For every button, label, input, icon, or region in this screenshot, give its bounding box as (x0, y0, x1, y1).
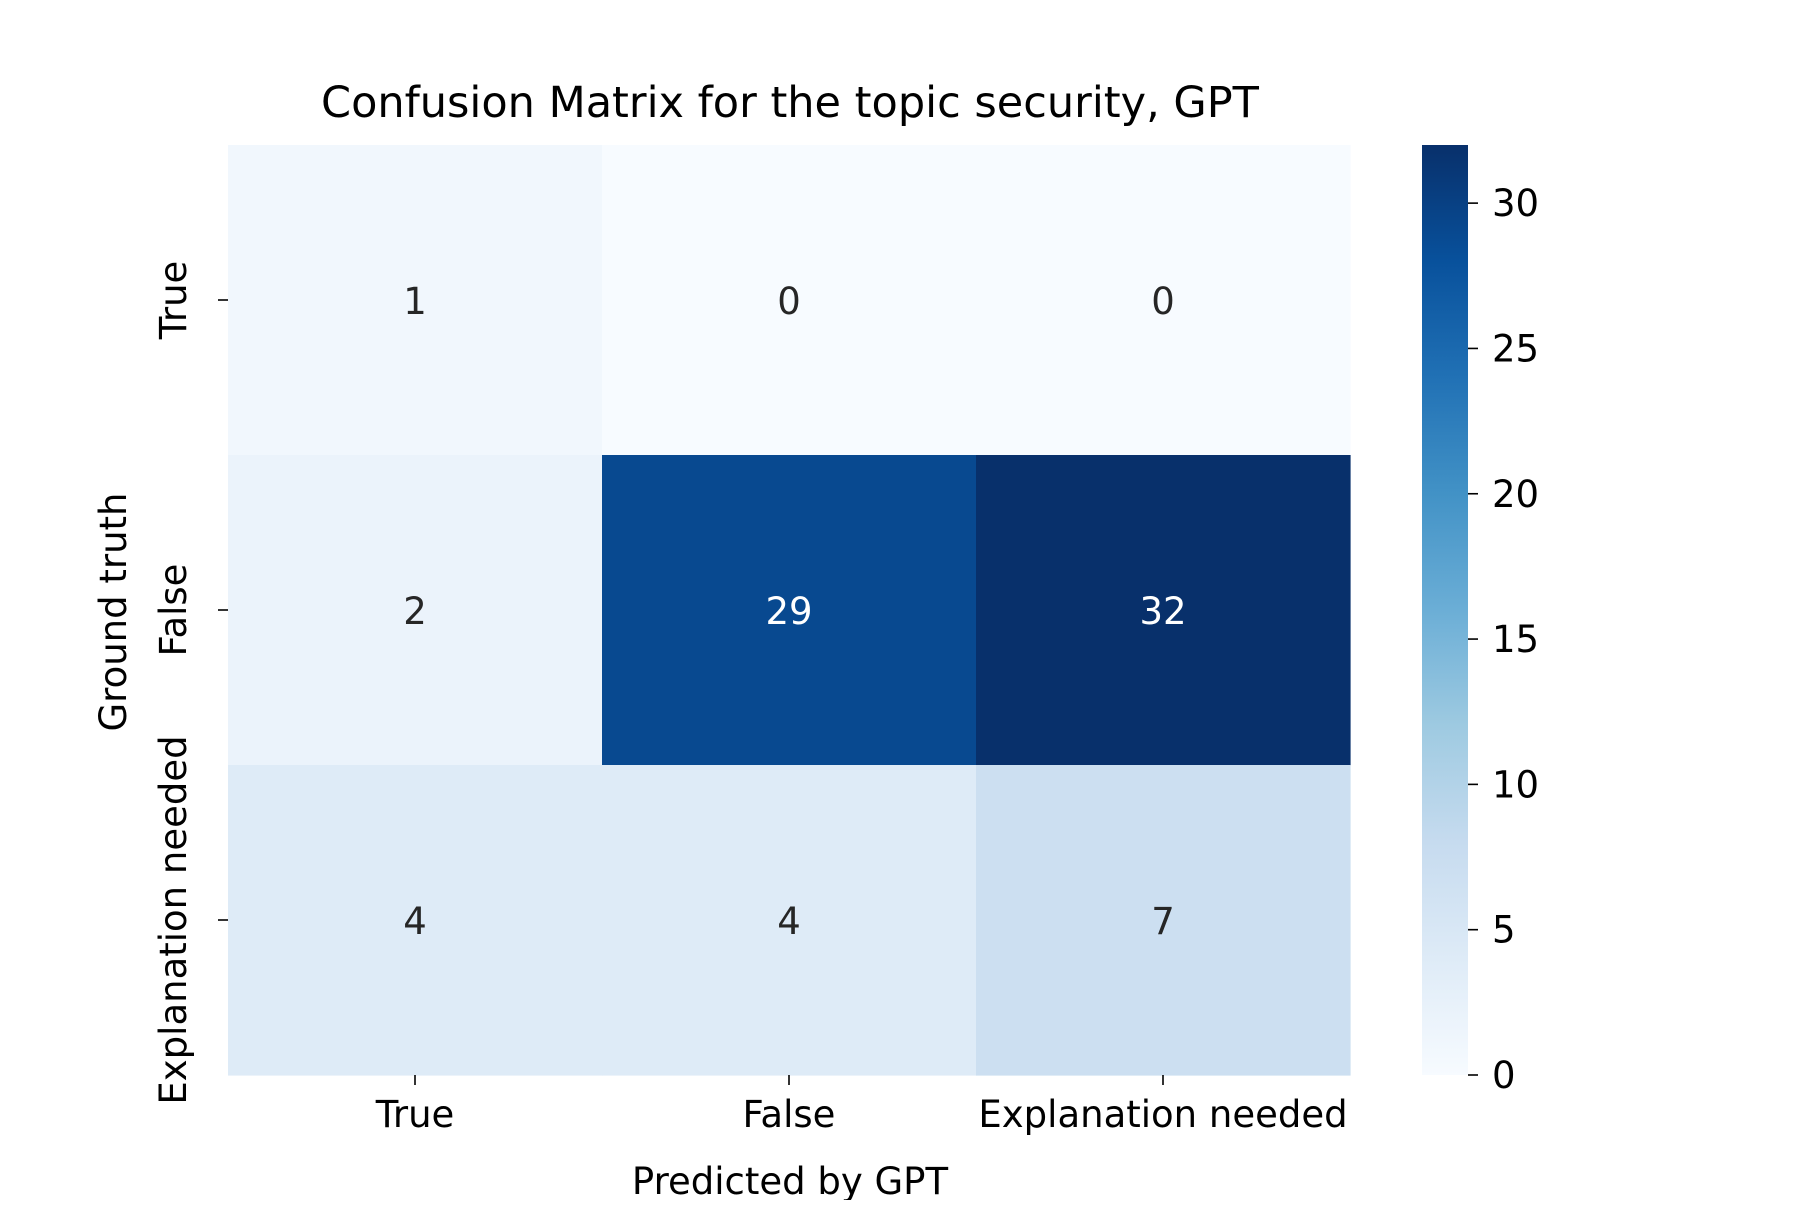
colorbar-tick-label: 25 (1492, 327, 1539, 370)
heatmap-cell-r1-c1 (602, 455, 977, 766)
heatmap-cell-r2-c2 (976, 765, 1351, 1076)
x-tick-label: Explanation needed (978, 1093, 1347, 1136)
cell-value-label: 29 (765, 590, 812, 633)
colorbar-tick-label: 15 (1492, 618, 1539, 661)
colorbar-tick-label: 10 (1492, 763, 1539, 806)
heatmap-cell-r0-c2 (976, 145, 1351, 456)
colorbar-tick-label: 20 (1492, 473, 1539, 516)
cell-value-label: 4 (403, 900, 427, 943)
cell-value-label: 7 (1151, 900, 1175, 943)
x-tick-label: False (743, 1093, 836, 1136)
colorbar (1422, 145, 1468, 1075)
cell-value-label: 32 (1139, 590, 1186, 633)
cell-value-label: 4 (777, 900, 801, 943)
heatmap-cell-r0-c1 (602, 145, 977, 456)
heatmap-cell-r0-c0 (228, 145, 603, 456)
cell-value-label: 0 (1151, 280, 1175, 323)
heatmap-cell-r1-c2 (976, 455, 1351, 766)
x-axis-label: Predicted by GPT (632, 1160, 949, 1200)
y-axis: True False Explanation needed (152, 261, 228, 1105)
y-tick-label: True (152, 261, 195, 341)
x-tick-label: True (375, 1093, 455, 1136)
cell-value-label: 2 (403, 590, 427, 633)
heatmap-cells (228, 145, 1351, 1076)
y-tick-label: False (152, 564, 195, 657)
heatmap-cell-labels: 1 0 0 2 29 32 4 4 7 (403, 280, 1186, 943)
colorbar-ticks: 0 5 10 15 20 25 30 (1468, 182, 1539, 1097)
cell-value-label: 0 (777, 280, 801, 323)
heatmap-cell-r2-c1 (602, 765, 977, 1076)
colorbar-tick-label: 30 (1492, 182, 1539, 225)
heatmap-cell-r1-c0 (228, 455, 603, 766)
chart-title: Confusion Matrix for the topic security,… (321, 78, 1260, 128)
heatmap-cell-r2-c0 (228, 765, 603, 1076)
x-axis: True False Explanation needed (375, 1075, 1348, 1136)
colorbar-tick-label: 5 (1492, 909, 1516, 952)
y-tick-label: Explanation needed (152, 735, 195, 1104)
colorbar-tick-label: 0 (1492, 1054, 1516, 1097)
cell-value-label: 1 (403, 280, 427, 323)
y-axis-label: Ground truth (92, 493, 135, 732)
